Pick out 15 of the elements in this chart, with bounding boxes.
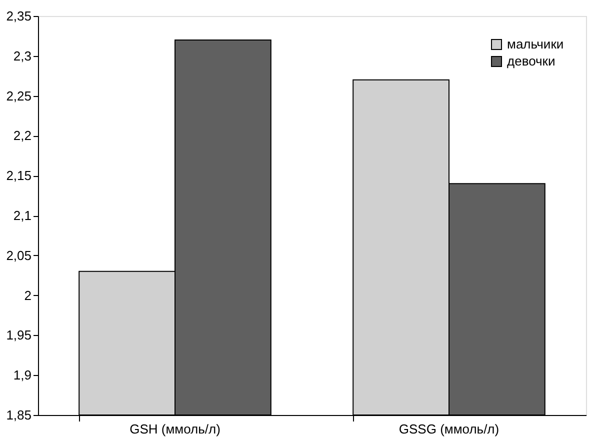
y-tick-label: 2,2 — [13, 128, 32, 144]
y-tick-label: 2,3 — [13, 48, 32, 64]
y-tick-label: 1,95 — [6, 328, 32, 343]
y-tick-label: 2,25 — [6, 88, 32, 104]
legend-label: мальчики — [507, 36, 564, 52]
x-tick-label: GSSG (ммоль/л) — [398, 422, 500, 436]
y-tick-label: 2,35 — [6, 8, 32, 24]
legend-label: девочки — [507, 54, 556, 68]
y-tick-label: 2,15 — [6, 168, 32, 184]
y-tick-label: 2,05 — [6, 248, 32, 263]
x-tick-label: GSH (ммоль/л) — [130, 422, 220, 436]
y-tick-label: 2,1 — [13, 208, 32, 223]
y-tick-label: 1,9 — [13, 368, 32, 383]
y-tick-label: 1,85 — [6, 408, 32, 422]
y-tick-label: 2 — [24, 288, 32, 303]
